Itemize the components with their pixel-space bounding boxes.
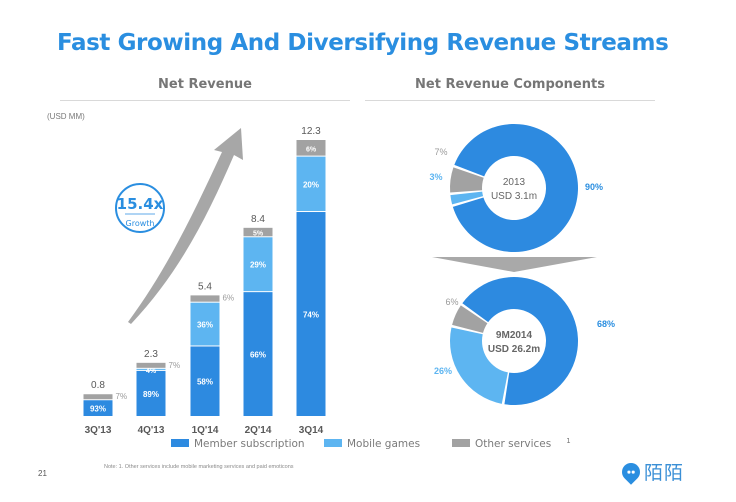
segment-label-member: 74%: [303, 311, 319, 320]
growth-badge: [115, 183, 165, 233]
net-revenue-title: Net Revenue: [158, 77, 252, 92]
bar-total-label: 12.3: [301, 126, 321, 137]
donut-center-line2: USD 26.2m: [488, 344, 540, 355]
segment-label-member: 89%: [143, 390, 159, 399]
segment-label-other: 5%: [253, 231, 264, 238]
growth-arrow-icon: [128, 128, 243, 324]
bar-segment-other: [190, 295, 220, 302]
x-tick-label: 3Q14: [299, 425, 324, 436]
segment-label-mobile: 29%: [250, 261, 266, 270]
bar-segment-member: [136, 370, 166, 416]
unit-label: (USD MM): [47, 112, 85, 121]
bar-segment-other: [243, 227, 273, 237]
donut-slice-mobile: [450, 327, 508, 404]
segment-label-other: 6%: [306, 146, 317, 153]
legend-label-other: Other services: [475, 438, 551, 450]
bar-total-label: 0.8: [91, 380, 105, 391]
legend-label-member: Member subscription: [194, 438, 305, 450]
donut-slice-other: [452, 305, 488, 333]
legend-swatch-mobile: [324, 439, 342, 447]
page-number: 21: [38, 469, 47, 478]
donut-label-member: 68%: [597, 319, 615, 329]
segment-label-member: 93%: [90, 405, 106, 414]
donut-label-other: 7%: [434, 147, 447, 157]
bar-segment-member: [296, 212, 326, 416]
donut-slice-member: [452, 123, 578, 252]
bar-segment-mobile: [190, 302, 220, 346]
segment-label-member: 58%: [197, 378, 213, 387]
donut-label-other: 6%: [445, 297, 458, 307]
donut-label-mobile: 26%: [434, 366, 452, 376]
donut-slice-mobile: [450, 191, 484, 205]
donut-label-mobile: 3%: [429, 172, 442, 182]
segment-label-other: 7%: [116, 392, 128, 401]
bar-segment-other: [83, 394, 113, 400]
bar-segment-member: [83, 400, 113, 416]
x-tick-label: 2Q'14: [245, 425, 272, 436]
donut-center-line2: USD 3.1m: [491, 191, 537, 202]
net-revenue-divider: [60, 100, 350, 101]
donut-center-line1: 2013: [503, 177, 526, 188]
x-tick-label: 3Q'13: [85, 425, 112, 436]
chat-bubble-icon: [618, 458, 644, 485]
bar-segment-member: [243, 292, 273, 416]
donut-label-member: 90%: [585, 182, 603, 192]
net-revenue-components-title: Net Revenue Components: [415, 77, 605, 92]
bar-segment-mobile: [136, 368, 166, 370]
x-tick-label: 4Q'13: [138, 425, 165, 436]
segment-label-other: 6%: [223, 293, 235, 302]
growth-label: Growth: [126, 219, 155, 228]
bar-segment-member: [190, 346, 220, 416]
legend-label-mobile: Mobile games: [347, 438, 420, 450]
bar-total-label: 8.4: [251, 214, 265, 225]
segment-label-other: 7%: [169, 361, 181, 370]
logo-text: 陌陌: [644, 462, 685, 484]
bar-total-label: 5.4: [198, 281, 212, 292]
bar-total-label: 2.3: [144, 349, 158, 360]
net-revenue-components-divider: [365, 100, 655, 101]
x-tick-label: 1Q'14: [192, 425, 219, 436]
segment-label-mobile: 20%: [303, 180, 319, 189]
donut-center-line1: 9M2014: [496, 330, 533, 341]
segment-label-mobile: 36%: [197, 321, 213, 330]
momo-logo: 陌陌: [618, 458, 685, 485]
legend-superscript: 1: [566, 437, 570, 445]
bar-segment-mobile: [243, 237, 273, 292]
bar-segment-other: [296, 140, 326, 156]
legend-swatch-other: [452, 439, 470, 447]
donut-slice-member: [462, 277, 578, 405]
down-chevron-icon: [432, 257, 597, 272]
footnote: Note: 1. Other services include mobile m…: [104, 464, 294, 470]
bar-segment-mobile: [296, 156, 326, 212]
segment-label-member: 66%: [250, 351, 266, 360]
segment-label-mobile: 4%: [146, 368, 157, 375]
growth-value: 15.4x: [117, 195, 164, 213]
bar-segment-other: [136, 362, 166, 368]
slide-title: Fast Growing And Diversifying Revenue St…: [57, 30, 669, 56]
legend-swatch-member: [171, 439, 189, 447]
donut-slice-other: [450, 167, 484, 193]
